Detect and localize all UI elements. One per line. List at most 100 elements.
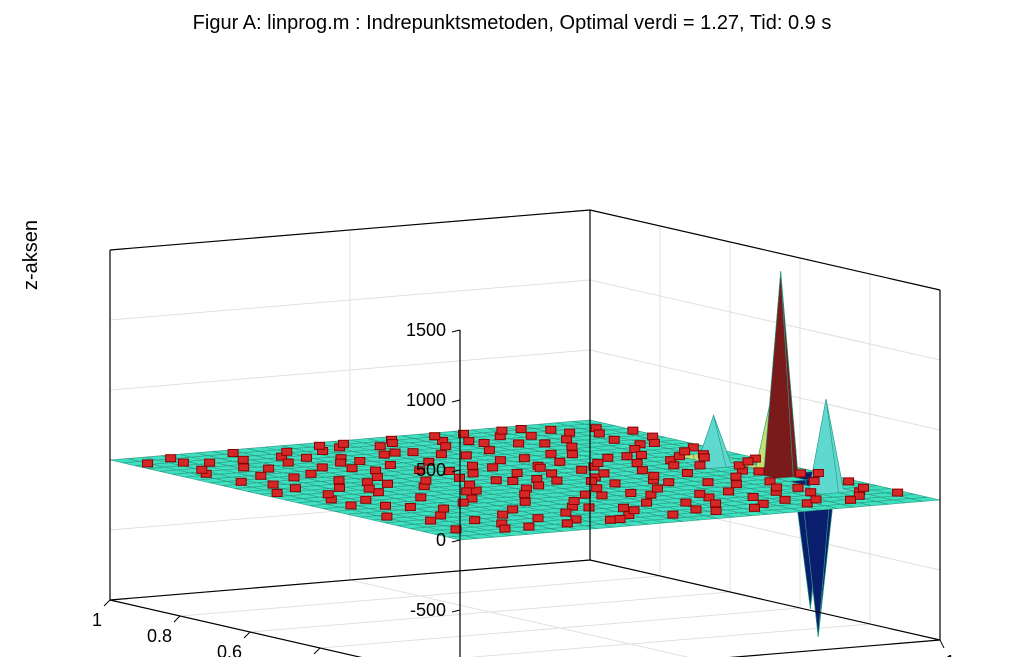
data-point	[796, 470, 806, 477]
data-point	[462, 488, 472, 495]
data-point	[436, 451, 446, 458]
data-point	[228, 450, 238, 457]
data-point	[426, 517, 436, 524]
data-point	[205, 459, 215, 466]
data-point	[508, 478, 518, 485]
data-point	[628, 427, 638, 434]
data-point	[306, 470, 316, 477]
data-point	[361, 496, 371, 503]
data-point	[586, 478, 596, 485]
data-point	[669, 462, 679, 469]
data-point	[561, 509, 571, 516]
data-point	[637, 467, 647, 474]
data-point	[567, 443, 577, 450]
data-point	[664, 479, 674, 486]
data-point	[622, 453, 632, 460]
data-point	[652, 485, 662, 492]
data-point	[526, 432, 536, 439]
data-point	[488, 464, 498, 471]
data-point	[268, 481, 278, 488]
data-point	[555, 458, 565, 465]
data-point	[711, 500, 721, 507]
y-tick-label: 0.6	[217, 642, 242, 657]
data-point	[859, 484, 869, 491]
data-point	[375, 443, 385, 450]
data-point	[699, 454, 709, 461]
data-point	[379, 451, 389, 458]
data-point	[282, 448, 292, 455]
data-point	[500, 525, 510, 532]
data-point	[547, 470, 557, 477]
data-point	[516, 426, 526, 433]
data-point	[364, 485, 374, 492]
data-point	[609, 436, 619, 443]
data-point	[336, 459, 346, 466]
data-point	[793, 484, 803, 491]
data-point	[552, 477, 562, 484]
data-point	[750, 504, 760, 511]
data-point	[743, 458, 753, 465]
data-point	[464, 438, 474, 445]
data-point	[691, 506, 701, 513]
data-point	[569, 498, 579, 505]
data-point	[166, 455, 176, 462]
data-point	[565, 429, 575, 436]
data-point	[597, 492, 607, 499]
data-point	[649, 440, 659, 447]
data-point	[520, 498, 530, 505]
data-point	[461, 452, 471, 459]
data-point	[649, 472, 659, 479]
data-point	[599, 470, 609, 477]
data-point	[465, 481, 475, 488]
data-point	[439, 505, 449, 512]
data-point	[373, 489, 383, 496]
data-point	[239, 464, 249, 471]
data-point	[512, 470, 522, 477]
z-tick-label: 1000	[406, 390, 446, 410]
data-point	[143, 460, 153, 467]
data-point	[495, 457, 505, 464]
data-point	[724, 488, 734, 495]
data-point	[430, 433, 440, 440]
data-point	[256, 472, 266, 479]
data-point	[533, 515, 543, 522]
data-point	[381, 502, 391, 509]
data-point	[731, 481, 741, 488]
data-point	[780, 496, 790, 503]
data-point	[562, 436, 572, 443]
data-point	[603, 454, 613, 461]
data-point	[405, 504, 415, 511]
data-point	[416, 494, 426, 501]
data-point	[264, 465, 274, 472]
data-point	[562, 520, 572, 527]
data-point	[811, 496, 821, 503]
data-point	[695, 462, 705, 469]
data-point	[347, 465, 357, 472]
data-point	[846, 496, 856, 503]
data-point	[584, 504, 594, 511]
data-point	[546, 450, 556, 457]
data-point	[615, 516, 625, 523]
data-point	[383, 480, 393, 487]
data-point	[334, 477, 344, 484]
data-point	[372, 474, 382, 481]
data-point	[323, 491, 333, 498]
data-point	[385, 462, 395, 469]
data-point	[731, 473, 741, 480]
data-point	[606, 516, 616, 523]
data-point	[809, 478, 819, 485]
data-point	[754, 468, 764, 475]
data-point	[642, 499, 652, 506]
data-point	[680, 448, 690, 455]
data-point	[508, 506, 518, 513]
data-point	[441, 443, 451, 450]
z-tick-label: 1500	[406, 320, 446, 340]
data-point	[806, 489, 816, 496]
data-point	[695, 490, 705, 497]
data-point	[498, 511, 508, 518]
data-point	[317, 464, 327, 471]
data-point	[610, 480, 620, 487]
data-point	[283, 459, 293, 466]
data-point	[484, 447, 494, 454]
data-point	[289, 474, 299, 481]
